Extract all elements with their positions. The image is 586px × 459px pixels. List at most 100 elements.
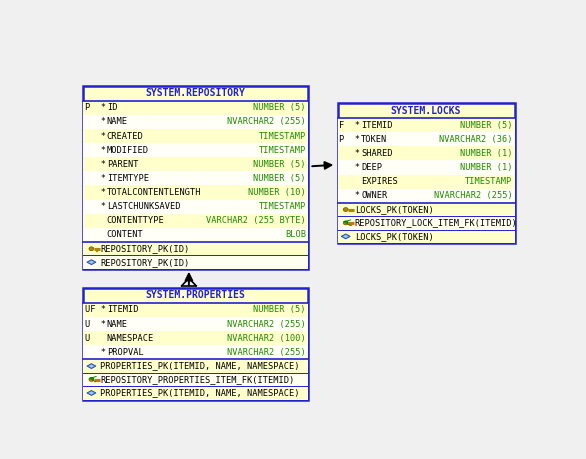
Polygon shape (341, 234, 350, 239)
Text: LASTCHUNKSAVED: LASTCHUNKSAVED (107, 202, 180, 211)
Polygon shape (89, 392, 94, 394)
Text: TOKEN: TOKEN (361, 134, 387, 144)
Text: NAMESPACE: NAMESPACE (107, 334, 154, 343)
Bar (338, 203, 515, 216)
Text: TIMESTAMP: TIMESTAMP (258, 146, 306, 155)
Text: LOCKS_PK(TOKEN): LOCKS_PK(TOKEN) (355, 205, 434, 214)
Text: NUMBER (5): NUMBER (5) (253, 160, 306, 169)
Text: ID: ID (107, 103, 117, 112)
Text: ITEMID: ITEMID (361, 121, 393, 129)
Bar (83, 200, 308, 214)
Bar (338, 174, 515, 189)
Bar (83, 303, 308, 317)
Text: DEEP: DEEP (361, 163, 382, 172)
Text: *: * (85, 160, 111, 169)
Text: *: * (85, 188, 111, 197)
Bar (338, 230, 515, 243)
Text: CREATED: CREATED (107, 132, 144, 140)
Text: REPOSITORY_PROPERTIES_ITEM_FK(ITEMID): REPOSITORY_PROPERTIES_ITEM_FK(ITEMID) (101, 375, 295, 384)
Text: LOCKS_PK(TOKEN): LOCKS_PK(TOKEN) (355, 232, 434, 241)
Text: SYSTEM.REPOSITORY: SYSTEM.REPOSITORY (146, 88, 246, 98)
Text: U  *: U * (85, 319, 111, 329)
Bar (83, 359, 308, 373)
Polygon shape (87, 364, 96, 369)
Bar (83, 256, 308, 269)
Bar (83, 345, 308, 359)
Bar (83, 228, 308, 242)
Text: TIMESTAMP: TIMESTAMP (465, 177, 512, 186)
Bar (338, 160, 515, 174)
Text: P  *: P * (85, 103, 111, 112)
Text: *: * (85, 146, 111, 155)
Text: NVARCHAR2 (255): NVARCHAR2 (255) (227, 118, 306, 126)
Text: NUMBER (5): NUMBER (5) (460, 121, 512, 129)
Bar (83, 214, 308, 228)
Bar (83, 143, 308, 157)
Text: BLOB: BLOB (285, 230, 306, 240)
Bar (83, 171, 308, 185)
Text: NAME: NAME (107, 319, 128, 329)
Text: PROPERTIES_PK(ITEMID, NAME, NAMESPACE): PROPERTIES_PK(ITEMID, NAME, NAMESPACE) (101, 362, 300, 370)
Text: NVARCHAR2 (100): NVARCHAR2 (100) (227, 334, 306, 343)
Bar (338, 216, 515, 230)
Text: PROPVAL: PROPVAL (107, 348, 144, 357)
Text: *: * (85, 202, 111, 211)
Bar (83, 242, 308, 256)
Text: SYSTEM.PROPERTIES: SYSTEM.PROPERTIES (146, 291, 246, 300)
Text: NVARCHAR2 (36): NVARCHAR2 (36) (439, 134, 512, 144)
Text: U: U (85, 334, 111, 343)
Text: REPOSITORY_PK(ID): REPOSITORY_PK(ID) (101, 244, 190, 253)
Bar (83, 386, 308, 400)
Text: NAME: NAME (107, 118, 128, 126)
Text: TOTALCONTENTLENGTH: TOTALCONTENTLENGTH (107, 188, 202, 197)
Text: PARENT: PARENT (107, 160, 138, 169)
Bar (338, 118, 515, 132)
Text: *: * (339, 163, 366, 172)
Text: NUMBER (1): NUMBER (1) (460, 149, 512, 158)
Text: *: * (85, 348, 111, 357)
Text: NUMBER (5): NUMBER (5) (253, 305, 306, 314)
Bar (83, 101, 308, 115)
Text: NUMBER (1): NUMBER (1) (460, 163, 512, 172)
Polygon shape (343, 235, 348, 238)
Bar (83, 115, 308, 129)
Text: NUMBER (5): NUMBER (5) (253, 174, 306, 183)
Bar (83, 185, 308, 200)
Text: CONTENTTYPE: CONTENTTYPE (107, 216, 165, 225)
Text: SYSTEM.LOCKS: SYSTEM.LOCKS (391, 106, 461, 116)
Text: *: * (85, 132, 111, 140)
Text: NVARCHAR2 (255): NVARCHAR2 (255) (434, 191, 512, 200)
Bar (83, 129, 308, 143)
Text: SHARED: SHARED (361, 149, 393, 158)
Text: OWNER: OWNER (361, 191, 387, 200)
Circle shape (89, 247, 94, 251)
Polygon shape (89, 261, 94, 263)
Polygon shape (87, 260, 96, 265)
Bar (338, 189, 515, 203)
Text: P  *: P * (339, 134, 366, 144)
Circle shape (89, 378, 94, 381)
Bar (83, 373, 308, 386)
Bar (338, 146, 515, 160)
Bar (83, 317, 308, 331)
Text: NUMBER (10): NUMBER (10) (248, 188, 306, 197)
Circle shape (343, 221, 348, 225)
Text: *: * (85, 118, 111, 126)
Bar (83, 288, 308, 400)
Text: EXPIRES: EXPIRES (361, 177, 398, 186)
Text: TIMESTAMP: TIMESTAMP (258, 132, 306, 140)
Bar (338, 103, 515, 243)
Text: F  *: F * (339, 121, 366, 129)
Text: REPOSITORY_LOCK_ITEM_FK(ITEMID): REPOSITORY_LOCK_ITEM_FK(ITEMID) (355, 218, 517, 228)
Text: NVARCHAR2 (255): NVARCHAR2 (255) (227, 319, 306, 329)
Text: CONTENT: CONTENT (107, 230, 144, 240)
Text: NVARCHAR2 (255): NVARCHAR2 (255) (227, 348, 306, 357)
Text: UF *: UF * (85, 305, 111, 314)
Circle shape (343, 207, 348, 212)
Bar (83, 157, 308, 171)
Bar (83, 331, 308, 345)
Polygon shape (87, 391, 96, 396)
Text: MODIFIED: MODIFIED (107, 146, 149, 155)
Text: ITEMID: ITEMID (107, 305, 138, 314)
Bar (338, 132, 515, 146)
